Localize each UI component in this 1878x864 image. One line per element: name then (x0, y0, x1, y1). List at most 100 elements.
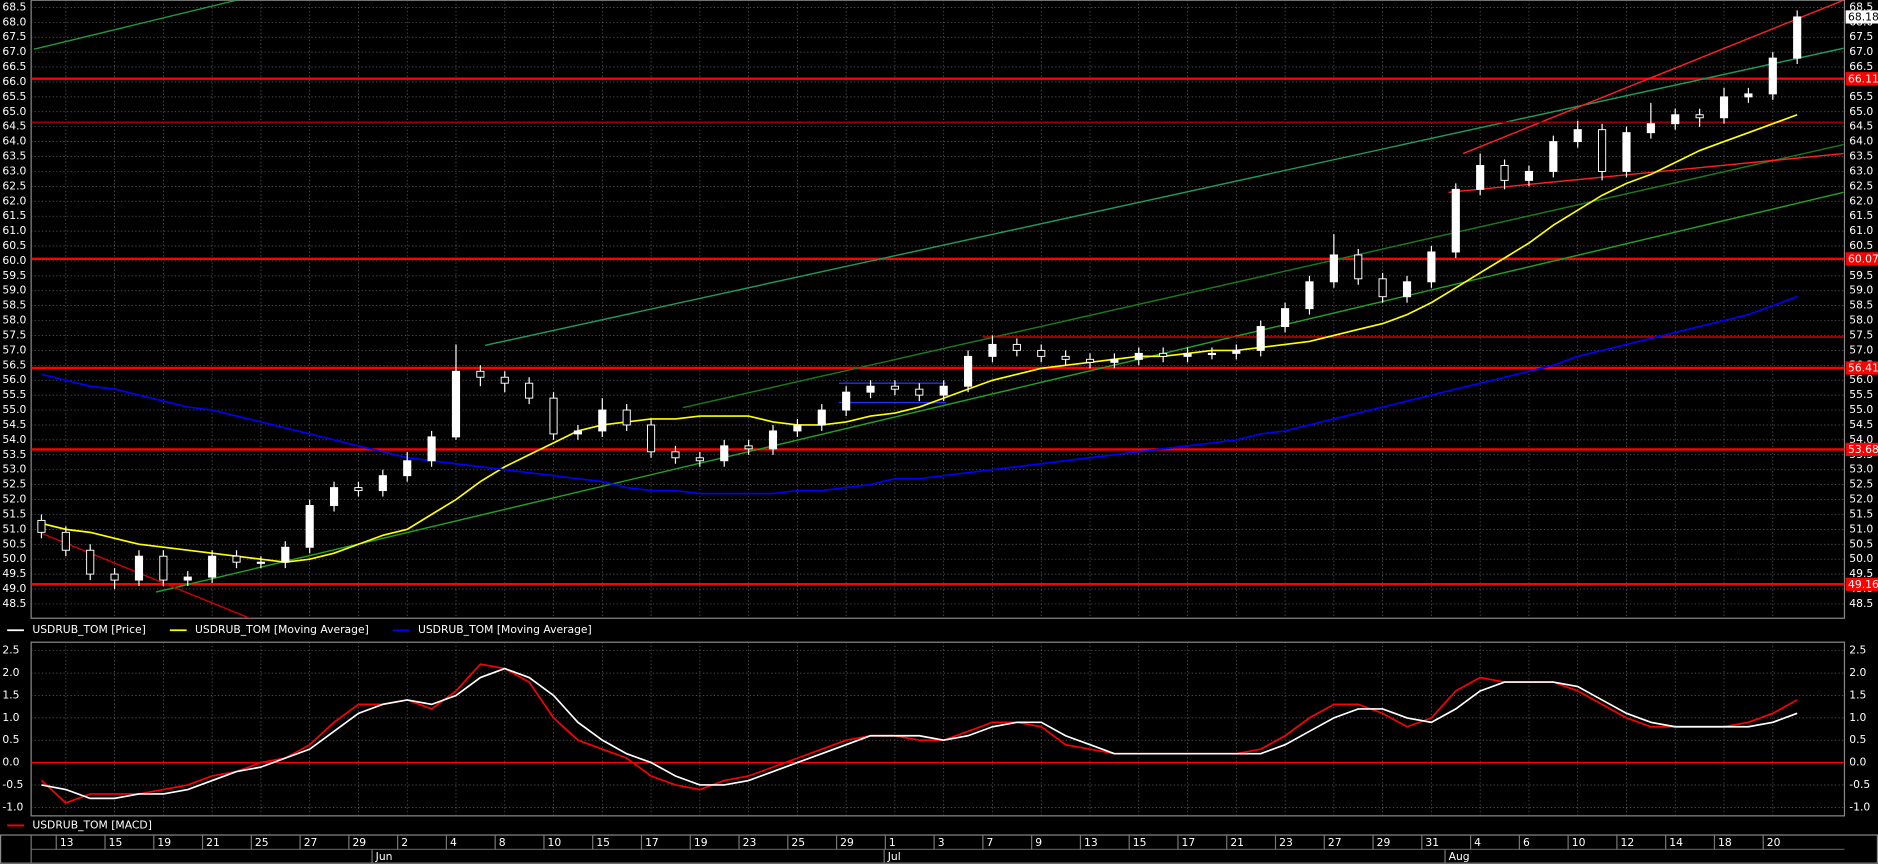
y-tick-label: 65.0 (1849, 105, 1873, 118)
candle-body (1695, 114, 1704, 119)
candle-body (1085, 358, 1095, 363)
candle-body (939, 385, 948, 396)
y-tick-label: 58.0 (1849, 314, 1873, 327)
date-axis-frame (0, 834, 1878, 864)
candle-body (1061, 355, 1070, 360)
level-label-box (1845, 361, 1878, 375)
candle-body (1183, 352, 1192, 357)
y-tick-label: 0.5 (1849, 733, 1866, 746)
x-tick-label: 12 (1620, 836, 1634, 849)
y-tick-label: 54.0 (1849, 433, 1873, 446)
y-tick-label: 55.5 (2, 388, 26, 401)
y-tick-label: 50.0 (2, 552, 26, 565)
x-tick-label: 21 (206, 836, 220, 849)
y-tick-label: -1.0 (1849, 800, 1870, 813)
y-tick-label: 58.0 (2, 314, 26, 327)
y-tick-label: 55.0 (2, 403, 26, 416)
candle-body (890, 385, 899, 390)
y-tick-label: 68.5 (1849, 0, 1873, 13)
y-tick-label: 59.5 (2, 269, 26, 282)
candle-body (622, 409, 631, 426)
price-plot (31, 0, 1845, 619)
candle-body (1037, 349, 1046, 357)
x-tick-label: 18 (1718, 836, 1732, 849)
y-tick-label: 62.0 (2, 194, 26, 207)
y-tick-label: 66.5 (1849, 60, 1873, 73)
x-tick-label: 4 (1474, 836, 1481, 849)
candle-body (1646, 123, 1655, 134)
candle-body (1012, 343, 1021, 351)
y-tick-label: 64.0 (1849, 135, 1873, 148)
y-tick-label: 65.5 (2, 90, 26, 103)
candle-body (866, 385, 875, 393)
candle-body (1524, 170, 1534, 181)
x-tick-label: 29 (352, 836, 366, 849)
candle-body (964, 355, 973, 387)
y-tick-label: 55.0 (1849, 403, 1873, 416)
candle-body (671, 451, 680, 459)
y-tick-label: 2.0 (1849, 666, 1866, 679)
candle-body (208, 555, 217, 578)
y-tick-label: 1.0 (2, 711, 19, 724)
y-tick-label: 59.0 (2, 284, 26, 297)
x-tick-label: 23 (743, 836, 757, 849)
y-tick-label: 53.0 (1849, 463, 1873, 476)
y-tick-label: 68.0 (2, 15, 26, 28)
candle-body (793, 424, 802, 432)
trendline (155, 191, 1844, 593)
y-tick-label: 54.5 (1849, 418, 1873, 431)
x-tick-label: 15 (109, 836, 123, 849)
candle-body (915, 388, 924, 396)
x-tick-label: 8 (499, 836, 506, 849)
y-tick-label: 57.5 (1849, 328, 1873, 341)
series-line (41, 295, 1798, 495)
y-tick-label: 49.5 (1849, 567, 1873, 580)
y-tick-label: 48.5 (1849, 597, 1873, 610)
legend-label: USDRUB_TOM [MACD] (32, 818, 152, 831)
candle-body (110, 573, 119, 581)
y-tick-label: 51.5 (1849, 507, 1873, 520)
candle-body (256, 561, 265, 564)
y-tick-label: 48.5 (2, 597, 26, 610)
y-tick-label: 58.5 (1849, 299, 1873, 312)
y-tick-label: 60.0 (2, 254, 26, 267)
month-label: Aug (1449, 850, 1470, 863)
candle-body (37, 519, 46, 533)
candle-body (1427, 251, 1436, 283)
x-tick-label: 13 (60, 836, 74, 849)
y-tick-label: 64.5 (1849, 120, 1873, 133)
y-tick-label: 50.5 (1849, 537, 1873, 550)
y-tick-label: -0.5 (2, 778, 23, 791)
x-tick-label: 25 (791, 836, 805, 849)
y-tick-label: 1.5 (1849, 688, 1866, 701)
y-tick-label: 61.0 (2, 224, 26, 237)
x-tick-label: 21 (1230, 836, 1244, 849)
candle-body (1598, 129, 1607, 172)
candle-body (1159, 352, 1168, 357)
trendline (485, 47, 1844, 347)
x-tick-label: 31 (1425, 836, 1439, 849)
y-tick-label: 65.5 (1849, 90, 1873, 103)
y-tick-label: 54.0 (2, 433, 26, 446)
month-label: Jul (887, 850, 901, 863)
x-tick-label: 27 (1328, 836, 1342, 849)
level-label-box (1845, 577, 1878, 591)
y-tick-label: 1.0 (1849, 711, 1866, 724)
candle-body (281, 546, 290, 563)
candle-body (1549, 141, 1558, 172)
candle-body (1232, 349, 1241, 354)
x-tick-label: 10 (1572, 836, 1586, 849)
y-tick-label: 61.5 (2, 209, 26, 222)
candle-body (1110, 358, 1119, 363)
candle-body (61, 531, 70, 551)
legend-label: USDRUB_TOM [Moving Average] (195, 623, 369, 636)
candle-body (1134, 352, 1143, 360)
last-price-label: 68.18 (1848, 11, 1878, 24)
y-tick-label: 56.5 (2, 358, 26, 371)
level-label-box (1845, 72, 1878, 86)
x-tick-label: 14 (1669, 836, 1683, 849)
candle-body (842, 391, 851, 411)
y-tick-label: 0.0 (2, 756, 19, 769)
